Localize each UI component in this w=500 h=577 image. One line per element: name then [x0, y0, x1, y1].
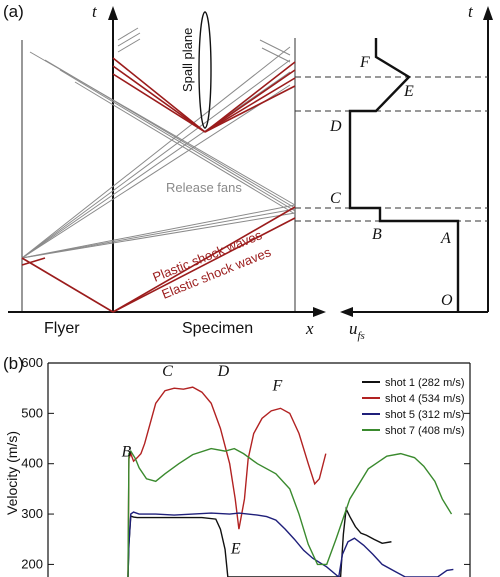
panel-a-label: (a)	[3, 2, 24, 21]
flyer-shock-line	[21, 257, 114, 313]
fan-line	[261, 47, 291, 63]
shock-waves	[21, 57, 296, 313]
x-axis-arrow	[313, 307, 326, 317]
fan-line	[259, 39, 291, 56]
point-label-d: D	[329, 118, 342, 135]
ufs-axis-arrow	[340, 307, 353, 317]
ufs-axis-main: u	[349, 319, 358, 338]
panel-b-label: (b)	[3, 354, 24, 373]
chart-point-label-c: C	[162, 363, 173, 380]
y-tick-label: 200	[21, 556, 43, 571]
y-axis-label: Velocity (m/s)	[4, 431, 20, 515]
t-axis-right-arrow	[483, 6, 493, 20]
legend-label: shot 1 (282 m/s)	[385, 377, 464, 389]
flyer-label: Flyer	[44, 320, 80, 337]
fan-line	[21, 84, 291, 259]
fan-line	[21, 71, 291, 259]
point-label-f: F	[359, 54, 370, 71]
elastic-shock-line	[112, 206, 296, 313]
velocity-chart: 200 300 400 500 600 shot 1 (282 m/s) shot 4 (5…	[21, 355, 471, 577]
reflected-shock-line	[112, 65, 206, 133]
series-line-4	[127, 447, 453, 577]
dashed-guides	[295, 76, 488, 222]
t-axis-right-label: t	[468, 2, 474, 21]
flyer-shock-line	[21, 257, 46, 266]
specimen-label: Specimen	[182, 320, 253, 337]
y-tick-label: 300	[21, 506, 43, 521]
reflected-shock-line	[204, 85, 296, 133]
fan-line	[44, 59, 296, 209]
point-label-a: A	[440, 230, 451, 247]
chart-point-label-d: D	[217, 363, 230, 380]
fan-line	[21, 212, 296, 259]
chart-point-label-b: B	[122, 444, 132, 461]
reflected-shock-line	[112, 73, 206, 133]
ufs-axis-label: ufs	[349, 319, 365, 342]
fan-line	[21, 59, 291, 259]
release-fans	[21, 27, 296, 259]
fan-line	[59, 69, 296, 212]
point-label-b: B	[372, 226, 382, 243]
chart-point-label-f: F	[272, 377, 283, 394]
series-line-3	[127, 511, 454, 577]
chart-point-label-e: E	[230, 541, 241, 558]
panel-b: (b) Velocity (m/s) 200 300 400 500 600 shot 1…	[3, 354, 471, 577]
x-axis-label: x	[305, 319, 314, 338]
release-fans-label: Release fans	[166, 180, 242, 195]
legend-label: shot 5 (312 m/s)	[385, 409, 464, 421]
reflected-shock-line	[204, 61, 296, 133]
spall-plane	[198, 11, 212, 129]
fan-line	[74, 81, 296, 215]
legend-label: shot 4 (534 m/s)	[385, 393, 464, 405]
fan-line	[117, 38, 141, 53]
spall-plane-label: Spall plane	[180, 28, 195, 92]
y-tick-label: 500	[21, 405, 43, 420]
plastic-shock-line	[112, 217, 296, 313]
y-tick-label: 600	[21, 355, 43, 370]
reflected-shock-line	[204, 69, 296, 133]
point-label-e: E	[403, 83, 414, 100]
fan-line	[117, 27, 139, 41]
panel-a: (a) t x t ufs	[3, 2, 493, 342]
point-label-o: O	[441, 292, 453, 309]
fan-line	[117, 32, 141, 47]
reflected-shock-line	[112, 57, 206, 133]
fan-line	[21, 208, 296, 259]
fan-line	[21, 46, 291, 259]
point-label-c: C	[330, 190, 341, 207]
reflected-shock-line	[204, 77, 296, 133]
t-axis-left-label: t	[92, 2, 98, 21]
y-tick-label: 400	[21, 456, 43, 471]
fan-line	[21, 204, 296, 259]
ufs-profile	[348, 38, 460, 312]
ufs-axis-sub: fs	[358, 330, 365, 342]
series-line-1	[127, 506, 392, 577]
t-axis-left-arrow	[108, 6, 118, 20]
series-line-2	[127, 386, 327, 577]
legend-label: shot 7 (408 m/s)	[385, 425, 464, 437]
